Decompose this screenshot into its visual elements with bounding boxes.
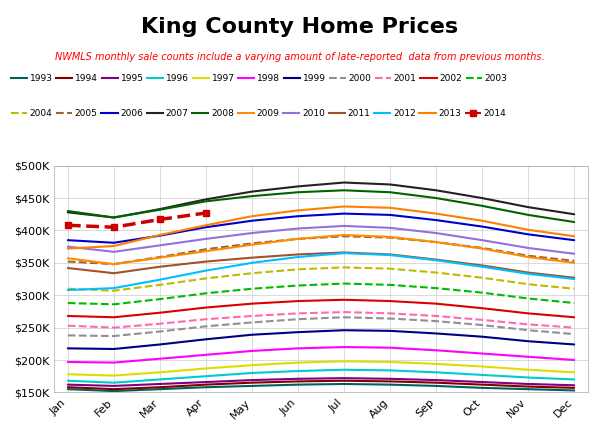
Legend: 2004, 2005, 2006, 2007, 2008, 2009, 2010, 2011, 2012, 2013, 2014: 2004, 2005, 2006, 2007, 2008, 2009, 2010… bbox=[11, 109, 506, 118]
Text: NWMLS monthly sale counts include a varying amount of late-reported  data from p: NWMLS monthly sale counts include a vary… bbox=[55, 52, 545, 62]
Legend: 1993, 1994, 1995, 1996, 1997, 1998, 1999, 2000, 2001, 2002, 2003: 1993, 1994, 1995, 1996, 1997, 1998, 1999… bbox=[11, 74, 508, 83]
Text: King County Home Prices: King County Home Prices bbox=[142, 17, 458, 37]
